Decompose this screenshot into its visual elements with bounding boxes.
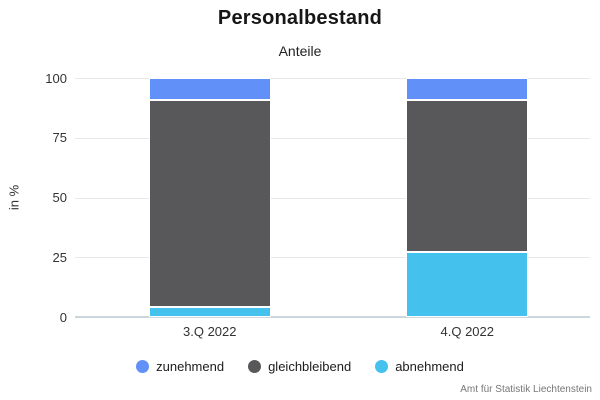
plot-area	[75, 78, 590, 318]
chart-title: Personalbestand	[217, 7, 383, 29]
y-tick-label: 25	[52, 249, 67, 265]
y-tick-label: 100	[45, 70, 67, 86]
y-tick-label: 50	[52, 190, 67, 205]
legend: zunehmend gleichbleibend abnehmend	[0, 359, 600, 374]
legend-label: gleichbleibend	[268, 359, 352, 374]
bar-segment-abnehmend	[149, 307, 271, 317]
bar-segment-zunehmend	[149, 78, 271, 100]
legend-marker-abnehmend	[375, 360, 389, 373]
source-note: Amt für Statistik Liechtenstein	[460, 384, 592, 395]
gridline	[75, 198, 590, 199]
x-axis-line	[75, 316, 590, 318]
gridline	[75, 257, 590, 258]
legend-item-zunehmend: zunehmend	[136, 359, 224, 374]
legend-label: zunehmend	[156, 359, 225, 374]
x-tick-label: 4.Q 2022	[440, 324, 495, 339]
y-tick-label: 75	[52, 130, 67, 146]
y-tick-label: 0	[59, 309, 67, 325]
legend-marker-zunehmend	[136, 360, 150, 373]
bar-segment-gleichbleibend	[149, 99, 271, 308]
bar-segment-abnehmend	[406, 252, 528, 317]
gridline	[75, 138, 590, 139]
stacked-bar-4-q-2022	[406, 78, 528, 317]
legend-item-abnehmend: abnehmend	[375, 359, 464, 374]
stacked-bar-3-q-2022	[149, 78, 271, 317]
bar-segment-zunehmend	[406, 78, 528, 100]
legend-item-gleichbleibend: gleichbleibend	[248, 359, 351, 374]
legend-label: abnehmend	[395, 359, 464, 374]
bar-segment-gleichbleibend	[406, 99, 528, 253]
x-tick-label: 3.Q 2022	[183, 324, 237, 339]
chart-subtitle: Anteile	[278, 43, 322, 59]
gridline	[75, 78, 590, 79]
legend-marker-gleichbleibend	[248, 360, 262, 373]
